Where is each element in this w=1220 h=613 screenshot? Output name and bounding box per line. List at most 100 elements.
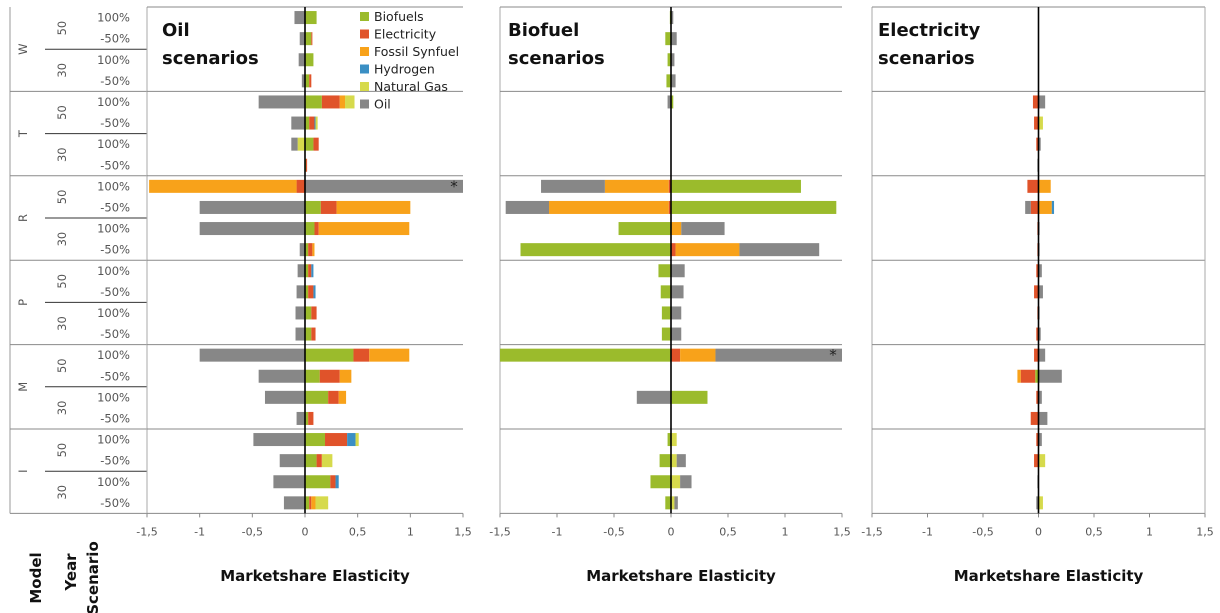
bar-segment-electricity xyxy=(1034,454,1039,468)
x-tick-label: 0 xyxy=(1035,525,1042,538)
x-tick-label: 0,5 xyxy=(1085,525,1103,538)
bar-segment-biofuels xyxy=(305,243,309,257)
bar-segment-natural-gas xyxy=(355,433,359,447)
panel-title: scenarios xyxy=(162,48,259,69)
bar-segment-electricity xyxy=(325,433,348,447)
scenario-label: 100% xyxy=(97,306,130,320)
bar-segment-biofuels xyxy=(305,433,326,447)
bar-segment-oil xyxy=(667,95,671,109)
bar-segment-electricity xyxy=(1036,433,1039,447)
scenario-label: 100% xyxy=(97,53,130,67)
x-tick-label: -1 xyxy=(552,525,563,538)
bar-segment-biofuels xyxy=(305,411,309,425)
bar-segment-biofuels xyxy=(500,348,671,362)
bar-segment-electricity xyxy=(1034,348,1039,362)
bar-segment-fossil-synfuel xyxy=(369,348,410,362)
x-tick-label: -0,5 xyxy=(242,525,263,538)
bar-segment-oil xyxy=(298,53,305,67)
bar-segment-biofuels xyxy=(671,179,801,193)
bar-segment-oil xyxy=(279,454,305,468)
year-label: 50 xyxy=(55,358,69,373)
panel-title: Biofuel xyxy=(508,20,579,41)
bar-segment-biofuels xyxy=(618,222,671,236)
bar-segment-electricity xyxy=(309,496,312,510)
bar-segment-biofuels xyxy=(305,32,312,46)
bar-segment-oil xyxy=(636,390,671,404)
bar-segment-oil xyxy=(199,222,305,236)
bar-segment-oil xyxy=(291,116,305,130)
year-label: 30 xyxy=(55,232,69,247)
bar-segment-biofuels xyxy=(305,222,315,236)
scenario-label: 100% xyxy=(97,11,130,25)
bar-segment-biofuels xyxy=(665,32,671,46)
bar-segment-fossil-synfuel xyxy=(338,390,347,404)
bar-segment-biofuels xyxy=(661,327,671,341)
bar-segment-electricity xyxy=(309,74,312,88)
bar-segment-biofuels xyxy=(667,53,671,67)
x-tick-label: 1,5 xyxy=(1196,525,1214,538)
bar-segment-oil xyxy=(1038,348,1046,362)
bar-segment-electricity xyxy=(1034,285,1039,299)
bar-segment-fossil-synfuel xyxy=(680,348,716,362)
legend-label: Natural Gas xyxy=(374,79,448,94)
bar-segment-biofuels xyxy=(305,390,329,404)
scenario-label: 100% xyxy=(97,390,130,404)
bar-segment-fossil-synfuel xyxy=(549,200,669,214)
bar-segment-fossil-synfuel xyxy=(604,179,669,193)
bar-segment-electricity xyxy=(313,137,319,151)
x-tick-label: 1,5 xyxy=(833,525,851,538)
bar-segment-electricity xyxy=(320,200,337,214)
header-label-year: Year xyxy=(62,553,80,592)
scenario-label: -50% xyxy=(100,411,130,425)
bar-segment-biofuels xyxy=(305,475,331,489)
legend-label: Electricity xyxy=(374,27,437,42)
bar-segment-natural-gas xyxy=(315,116,318,130)
x-tick-label: -1,5 xyxy=(861,525,882,538)
bar-segment-oil xyxy=(674,496,678,510)
scenario-label: -50% xyxy=(100,200,130,214)
bar-segment-oil xyxy=(273,475,305,489)
bar-segment-oil xyxy=(671,11,674,25)
bar-segment-biofuels xyxy=(661,306,671,320)
bar-segment-oil xyxy=(680,475,692,489)
bar-segment-electricity xyxy=(308,243,313,257)
scenario-label: 100% xyxy=(97,475,130,489)
bar-segment-fossil-synfuel xyxy=(675,243,740,257)
x-tick-label: 1,5 xyxy=(454,525,472,538)
bar-segment-oil xyxy=(1038,369,1062,383)
bar-segment-biofuels xyxy=(305,200,321,214)
year-label: 30 xyxy=(55,316,69,331)
model-label: P xyxy=(16,299,30,306)
bar-segment-fossil-synfuel xyxy=(339,95,346,109)
year-label: 30 xyxy=(55,485,69,500)
bar-segment-oil xyxy=(295,327,305,341)
bar-segment-natural-gas xyxy=(1038,454,1046,468)
bar-segment-oil xyxy=(1038,95,1046,109)
x-tick-label: -1 xyxy=(922,525,933,538)
bar-segment-oil xyxy=(264,390,305,404)
year-label: 50 xyxy=(55,190,69,205)
x-tick-label: 1 xyxy=(782,525,789,538)
panel-title: scenarios xyxy=(508,48,605,69)
bar-segment-natural-gas xyxy=(671,496,675,510)
bar-segment-oil xyxy=(199,348,305,362)
truncation-marker: * xyxy=(450,177,458,195)
bar-segment-fossil-synfuel xyxy=(339,369,352,383)
bar-segment-electricity xyxy=(353,348,370,362)
bar-segment-oil xyxy=(291,137,298,151)
bar-segment-oil xyxy=(676,454,686,468)
scenario-label: -50% xyxy=(100,327,130,341)
scenario-label: 100% xyxy=(97,179,130,193)
bar-segment-electricity xyxy=(1036,327,1039,341)
legend-swatch-biofuels xyxy=(360,12,369,21)
bar-segment-biofuels xyxy=(665,496,671,510)
bar-segment-oil xyxy=(1038,285,1043,299)
bar-segment-electricity xyxy=(308,264,312,278)
bar-segment-oil xyxy=(541,179,605,193)
bar-segment-electricity xyxy=(321,95,340,109)
model-label: T xyxy=(16,129,30,138)
bar-segment-fossil-synfuel xyxy=(312,243,315,257)
bar-segment-fossil-synfuel xyxy=(336,200,411,214)
bar-segment-fossil-synfuel xyxy=(318,222,410,236)
bar-segment-biofuels xyxy=(305,95,322,109)
